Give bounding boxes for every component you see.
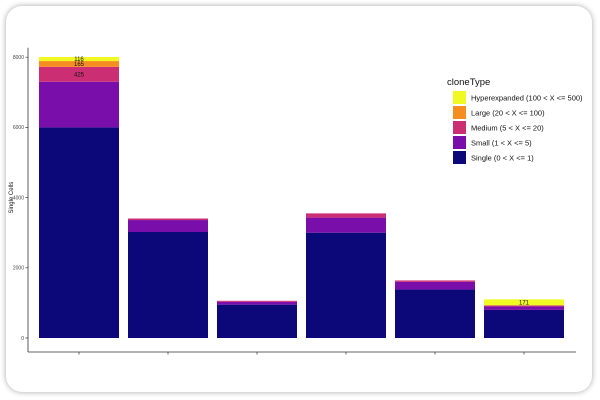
- bar-segment: [217, 300, 297, 302]
- y-tick-label: 6000: [13, 125, 24, 131]
- bar-segment: [484, 306, 564, 310]
- bar-segment: [128, 220, 208, 232]
- bars: [39, 56, 564, 339]
- legend-entry-label: Large (20 < X <= 100): [471, 109, 545, 118]
- y-axis: 0 2000 4000 6000 8000: [13, 47, 29, 352]
- bar-segment: [39, 66, 119, 82]
- bar-segment: [395, 289, 475, 338]
- bar-segment: [217, 301, 297, 305]
- legend-entry-label: Hyperexpanded (100 < X <= 500): [471, 94, 583, 103]
- legend-swatch: [453, 91, 466, 104]
- bar-segment: [306, 217, 386, 233]
- legend-entry-label: Medium (5 < X <= 20): [471, 124, 544, 133]
- bar-segment: [128, 231, 208, 338]
- legend-swatch: [453, 136, 466, 149]
- y-axis-label: Single Cells: [9, 182, 15, 214]
- bar-segment: [128, 218, 208, 221]
- bar-segment: [395, 280, 475, 282]
- bar-segment: [484, 299, 564, 306]
- legend-swatch: [453, 106, 466, 119]
- bar-value-label: 116: [74, 57, 84, 63]
- legend-swatch: [453, 151, 466, 164]
- bar-value-label: 165: [74, 62, 85, 68]
- y-tick-label: 0: [21, 336, 24, 342]
- bar-segment: [217, 304, 297, 338]
- y-tick-label: 4000: [13, 195, 24, 201]
- legend-swatch: [453, 121, 466, 134]
- bar-segment: [484, 305, 564, 307]
- legend: cloneType Hyperexpanded (100 < X <= 500)…: [447, 77, 583, 164]
- chart-frame: 0 2000 4000 6000 8000 425 165 116 171 Single Ce…: [6, 6, 592, 392]
- bar-segment: [306, 232, 386, 338]
- y-tick-label: 8000: [13, 55, 24, 61]
- bar-segment: [39, 56, 119, 62]
- legend-entry-label: Single (0 < X <= 1): [471, 154, 534, 163]
- bar-value-label: 425: [74, 72, 85, 78]
- bar-segment: [306, 213, 386, 218]
- bar-segment: [39, 127, 119, 339]
- bar-segment: [395, 281, 475, 290]
- bar-segment: [39, 61, 119, 67]
- bar-segment: [39, 81, 119, 128]
- x-axis: [28, 351, 576, 355]
- legend-entry-label: Small (1 < X <= 5): [471, 139, 532, 148]
- bar-value-label: 171: [519, 300, 530, 306]
- legend-title: cloneType: [447, 77, 490, 88]
- bar-segment: [484, 309, 564, 338]
- y-tick-label: 2000: [13, 266, 24, 272]
